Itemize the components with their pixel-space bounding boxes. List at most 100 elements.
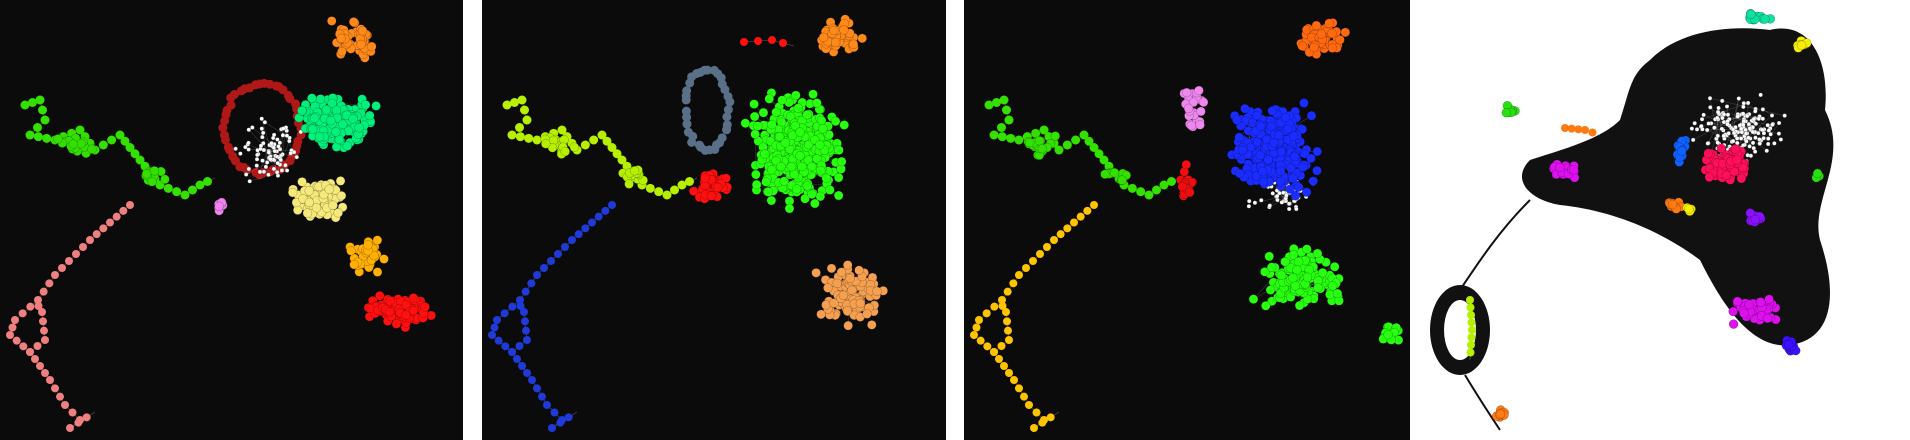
p1-darkred-ring-node [251,167,261,177]
p3-gold-chain-node [1015,384,1023,393]
p3-blue-core-node [1267,106,1277,116]
p3-white-node [1259,198,1264,203]
p1-orange-top-node [366,41,377,52]
p3-green-lower-node [1292,265,1302,275]
p3-blue-core-node [1297,124,1308,135]
p1-white-node [287,138,292,144]
p2-blue-chain-node [543,401,551,409]
p4-white-core-node [1734,136,1740,141]
p1-amber-lower-node [346,246,356,256]
p1-orange-top-node [356,39,366,50]
p4-white-core-node [1719,98,1725,104]
p3-white-node [1246,203,1252,209]
p3-blue-core-node [1288,131,1299,141]
p3-blue-core-node [1273,130,1284,141]
p3-gold-chain-node [1020,392,1028,401]
p2-green-core-node [758,107,769,118]
p2-lime-periphery-node [520,105,529,115]
p1-salmon-chain-node [51,271,59,279]
p1-white-edge [270,135,284,160]
p1-mint-core-node [360,100,371,110]
p4-white-core-node [1768,132,1773,137]
p4-white-core-node [1715,110,1721,115]
p4-lime-chain-node [1466,296,1474,304]
p2-blue-chain-node [601,206,610,215]
p2-green-core-node [807,161,817,172]
p4-crimson-core-node [1703,148,1713,159]
p2-green-core-node [791,90,801,101]
panel-1-background [0,0,463,440]
p4-orange-chain-node [1588,128,1597,137]
p3-gold-chain-node [1010,376,1018,384]
p4-white-core-node [1692,120,1697,126]
p1-white-node [258,143,264,148]
p1-salmon-chain-node [112,212,121,221]
p4-crimson-core-node [1704,172,1715,182]
p3-blue-core-node [1251,171,1262,181]
p1-green-periphery-node [125,143,135,152]
network-panel-1 [0,0,463,440]
p1-green-periphery-node [163,183,173,193]
p4-violet-small-node [1750,214,1761,225]
p4-white-core-node [1760,116,1766,121]
p2-blue-chain-node [547,257,555,265]
p1-white-node [259,116,264,122]
p1-red-lower-node [365,303,376,314]
p1-mint-core-node [297,105,307,116]
p1-white-node [271,145,277,150]
p1-darkred-ring-node [220,130,230,140]
p1-red-lower-node [385,295,395,306]
p4-white-core-node [1740,111,1746,117]
p2-green-core-node [808,89,818,99]
p1-mint-core-node [307,93,317,103]
p1-salmon-chain-node [18,309,27,318]
p2-lime-periphery-node [524,133,534,143]
p3-gold-chain-node [1036,250,1044,258]
p1-white-node [276,144,281,149]
p3-blue-core-node [1240,103,1250,114]
p2-red-top-node [779,39,787,47]
p4-orange-chain-node [1561,124,1569,132]
p4-white-core-node [1778,137,1784,142]
p1-salmon-chain-node [86,236,94,244]
p2-tan-lower-node [854,265,864,276]
p1-salmon-chain-node [74,418,83,427]
p1-red-lower-node [374,291,385,301]
p3-orange-top-node [1309,42,1319,53]
p1-amber-lower-node [372,235,383,245]
p1-red-lower-node [408,293,419,303]
p3-gold-chain-node [1038,418,1047,427]
p4-white-core-node [1744,113,1750,119]
p4-white-core-node [1714,115,1720,121]
network-graph-2 [482,0,946,440]
p3-blue-core-node [1280,112,1291,123]
black-filament [1459,199,1531,291]
p3-green-periphery-node [1062,140,1072,150]
p1-salmon-chain-node [58,264,66,272]
p4-white-core-edge [1722,115,1754,122]
p3-green-lower-node [1260,267,1270,277]
p3-gold-chain-node [1050,236,1058,244]
p2-lime-periphery-node [612,149,622,159]
p3-green-periphery-node [1127,183,1137,193]
p2-green-core-node [760,149,770,159]
p4-crimson-core-node [1716,143,1727,154]
p2-green-core-node [761,177,771,187]
p1-white-edge [276,140,290,173]
p4-magenta-left-node [1555,162,1565,173]
p4-white-core-node [1715,133,1721,139]
p3-gold-chain-node [1000,362,1008,370]
p1-yellow-center-node [297,177,307,187]
p3-blue-core-node [1312,146,1322,157]
p2-blue-chain-node [556,418,565,427]
p1-white-node [279,168,285,173]
p3-gold-chain-node [1009,279,1018,288]
p4-lime-chain-node [1467,341,1475,349]
p3-blue-core-node [1285,184,1295,194]
p3-green-periphery-node [1117,175,1127,185]
p2-steel-ring-node [702,65,712,75]
p1-green-periphery-node [180,190,190,200]
p2-tan-lower-node [843,320,853,331]
p3-green-lower-node [1276,270,1287,280]
p2-blue-chain-node [523,336,531,344]
